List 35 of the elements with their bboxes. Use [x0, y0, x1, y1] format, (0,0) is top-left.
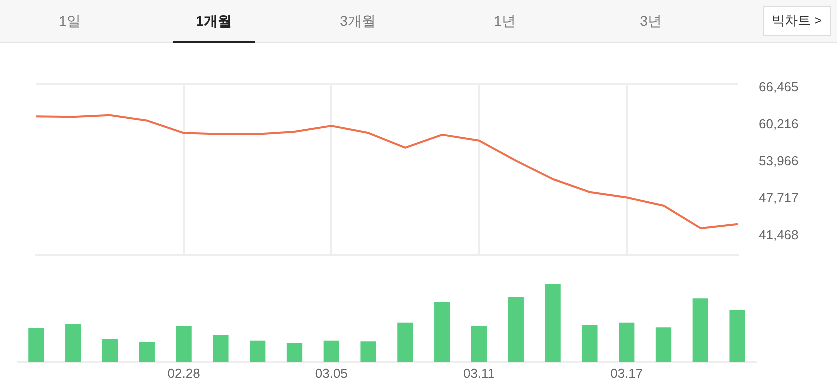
text: 빅차트 >	[762, 6, 831, 36]
bar	[28, 328, 44, 362]
bar	[398, 322, 414, 362]
bar	[545, 284, 561, 362]
bar	[434, 302, 450, 362]
bar	[619, 322, 635, 362]
text: 1년	[493, 12, 517, 31]
text: 3개월	[339, 12, 377, 31]
bar	[692, 298, 708, 362]
bar	[213, 335, 229, 362]
y-tick-label: 66,465	[759, 79, 799, 94]
text: 3년	[639, 12, 663, 31]
bar	[66, 324, 82, 362]
y-tick-label: 41,468	[759, 227, 799, 242]
text: 1개월	[173, 0, 255, 43]
bar	[360, 342, 376, 362]
bar	[656, 328, 672, 362]
bar	[508, 297, 524, 362]
x-tick-label: 03.11	[463, 366, 496, 381]
bar	[176, 326, 192, 362]
y-tick-label: 60,216	[759, 116, 799, 132]
x-tick-label: 03.05	[315, 366, 348, 381]
bar	[730, 310, 746, 362]
bar	[471, 326, 488, 362]
bar	[139, 342, 155, 362]
bar	[324, 340, 340, 362]
bar	[250, 340, 266, 362]
x-tick-label: 03.17	[610, 366, 644, 381]
y-tick-label: 47,717	[759, 190, 799, 206]
y-tick-label: 53,966	[759, 153, 799, 168]
text: 1일	[58, 12, 82, 31]
bar	[582, 325, 598, 362]
bar	[102, 339, 118, 362]
x-tick-label: 02.28	[168, 366, 200, 381]
bar	[286, 343, 303, 362]
